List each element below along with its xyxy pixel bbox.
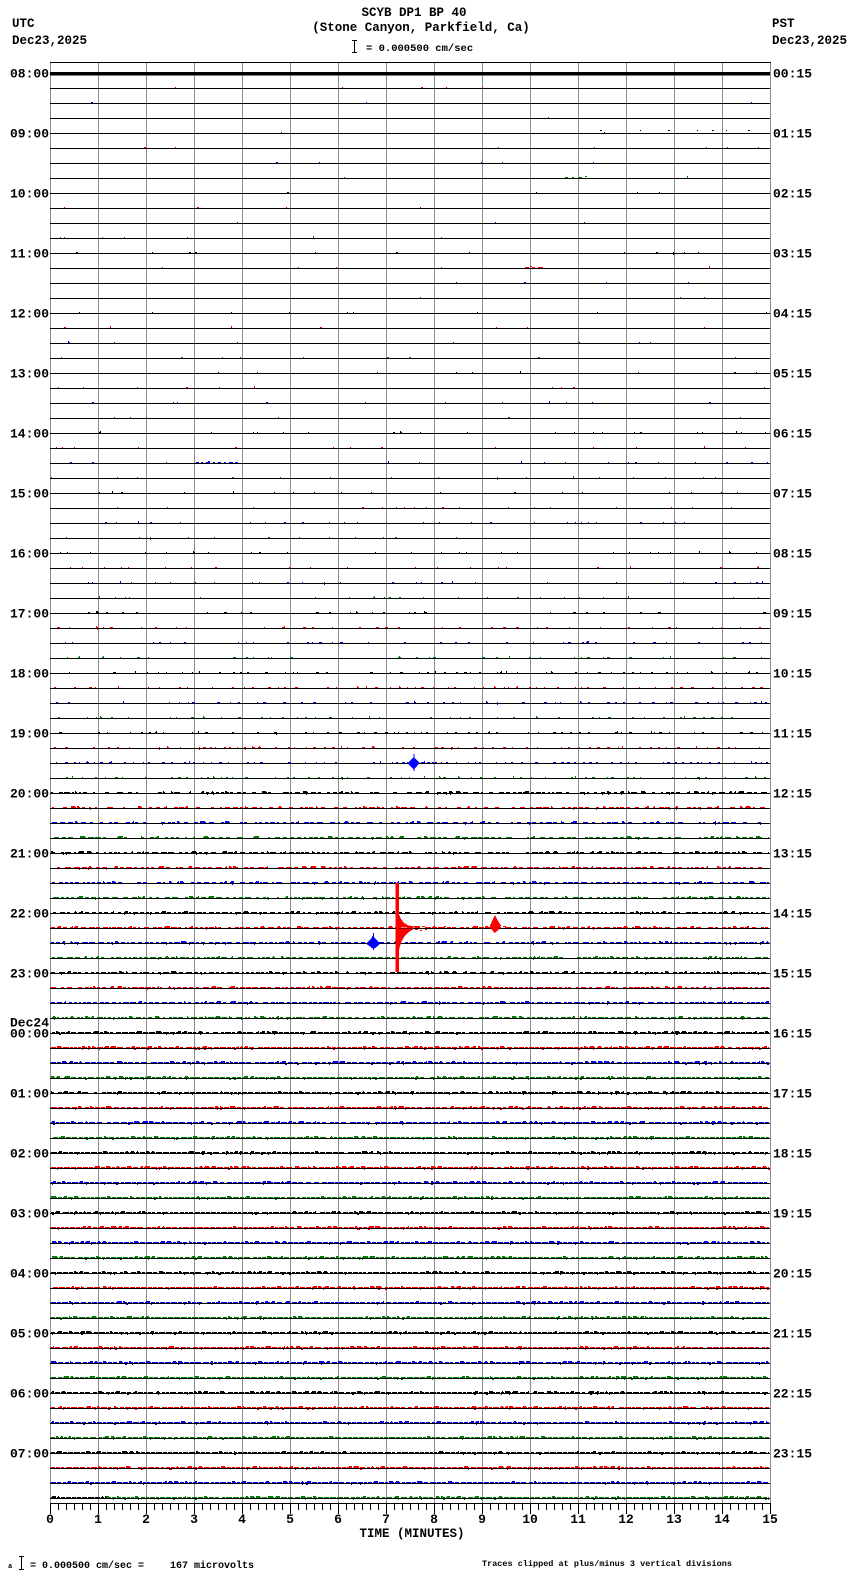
svg-text:20:15: 20:15 — [773, 1267, 812, 1282]
svg-text:19:15: 19:15 — [773, 1207, 812, 1222]
svg-text:02:15: 02:15 — [773, 187, 812, 202]
svg-text:08:00: 08:00 — [10, 67, 49, 82]
svg-text:18:00: 18:00 — [10, 667, 49, 682]
svg-text:SCYB DP1 BP 40: SCYB DP1 BP 40 — [361, 6, 466, 20]
svg-text:20:00: 20:00 — [10, 787, 49, 802]
svg-text:(Stone Canyon, Parkfield, Ca): (Stone Canyon, Parkfield, Ca) — [312, 21, 530, 35]
svg-text:06:15: 06:15 — [773, 427, 812, 442]
svg-text:167 microvolts: 167 microvolts — [170, 1560, 254, 1572]
svg-text:11: 11 — [570, 1512, 586, 1527]
svg-text:3: 3 — [190, 1512, 198, 1527]
svg-text:10:00: 10:00 — [10, 187, 49, 202]
svg-text:22:15: 22:15 — [773, 1387, 812, 1402]
svg-text:07:00: 07:00 — [10, 1447, 49, 1462]
svg-text:09:15: 09:15 — [773, 607, 812, 622]
svg-text:04:15: 04:15 — [773, 307, 812, 322]
svg-text:0: 0 — [46, 1512, 54, 1527]
svg-text:4: 4 — [238, 1512, 246, 1527]
svg-text:23:00: 23:00 — [10, 967, 49, 982]
svg-text:07:15: 07:15 — [773, 487, 812, 502]
svg-text:17:00: 17:00 — [10, 607, 49, 622]
svg-text:11:15: 11:15 — [773, 727, 812, 742]
svg-text:15: 15 — [762, 1512, 778, 1527]
svg-text:TIME (MINUTES): TIME (MINUTES) — [359, 1527, 464, 1541]
svg-text:21:00: 21:00 — [10, 847, 49, 862]
svg-text:17:15: 17:15 — [773, 1087, 812, 1102]
svg-text:21:15: 21:15 — [773, 1327, 812, 1342]
svg-text:8: 8 — [430, 1512, 438, 1527]
svg-text:2: 2 — [142, 1512, 150, 1527]
svg-text:14:00: 14:00 — [10, 427, 49, 442]
svg-text:02:00: 02:00 — [10, 1147, 49, 1162]
svg-text:Dec24: Dec24 — [10, 1016, 49, 1031]
svg-text:UTC: UTC — [12, 17, 35, 31]
svg-text:23:15: 23:15 — [773, 1447, 812, 1462]
svg-text:13:00: 13:00 — [10, 367, 49, 382]
svg-text:Dec23,2025: Dec23,2025 — [772, 34, 847, 48]
svg-text:Dec23,2025: Dec23,2025 — [12, 34, 87, 48]
svg-text:Traces clipped at plus/minus 3: Traces clipped at plus/minus 3 vertical … — [482, 1559, 732, 1569]
svg-text:16:15: 16:15 — [773, 1027, 812, 1042]
svg-text:= 0.000500 cm/sec: = 0.000500 cm/sec — [366, 43, 473, 55]
svg-text:7: 7 — [382, 1512, 390, 1527]
svg-text:14:15: 14:15 — [773, 907, 812, 922]
svg-text:03:15: 03:15 — [773, 247, 812, 262]
svg-text:= 0.000500 cm/sec =: = 0.000500 cm/sec = — [30, 1560, 144, 1572]
svg-text:18:15: 18:15 — [773, 1147, 812, 1162]
svg-text:01:15: 01:15 — [773, 127, 812, 142]
svg-text:09:00: 09:00 — [10, 127, 49, 142]
svg-text:6: 6 — [334, 1512, 342, 1527]
svg-text:14: 14 — [714, 1512, 730, 1527]
svg-text:15:00: 15:00 — [10, 487, 49, 502]
svg-text:12: 12 — [618, 1512, 634, 1527]
svg-text:22:00: 22:00 — [10, 907, 49, 922]
svg-text:03:00: 03:00 — [10, 1207, 49, 1222]
svg-text:1: 1 — [94, 1512, 102, 1527]
svg-text:00:00: 00:00 — [10, 1027, 49, 1042]
svg-text:5: 5 — [286, 1512, 294, 1527]
svg-text:13: 13 — [666, 1512, 682, 1527]
svg-text:13:15: 13:15 — [773, 847, 812, 862]
svg-text:05:00: 05:00 — [10, 1327, 49, 1342]
svg-text:10:15: 10:15 — [773, 667, 812, 682]
svg-text:04:00: 04:00 — [10, 1267, 49, 1282]
svg-text:12:00: 12:00 — [10, 307, 49, 322]
svg-text:a: a — [8, 1563, 13, 1571]
svg-text:9: 9 — [478, 1512, 486, 1527]
svg-text:12:15: 12:15 — [773, 787, 812, 802]
svg-text:10: 10 — [522, 1512, 538, 1527]
svg-text:06:00: 06:00 — [10, 1387, 49, 1402]
svg-text:01:00: 01:00 — [10, 1087, 49, 1102]
svg-text:11:00: 11:00 — [10, 247, 49, 262]
svg-text:15:15: 15:15 — [773, 967, 812, 982]
svg-text:08:15: 08:15 — [773, 547, 812, 562]
svg-text:PST: PST — [772, 17, 795, 31]
svg-text:05:15: 05:15 — [773, 367, 812, 382]
svg-text:16:00: 16:00 — [10, 547, 49, 562]
svg-text:00:15: 00:15 — [773, 67, 812, 82]
svg-text:19:00: 19:00 — [10, 727, 49, 742]
